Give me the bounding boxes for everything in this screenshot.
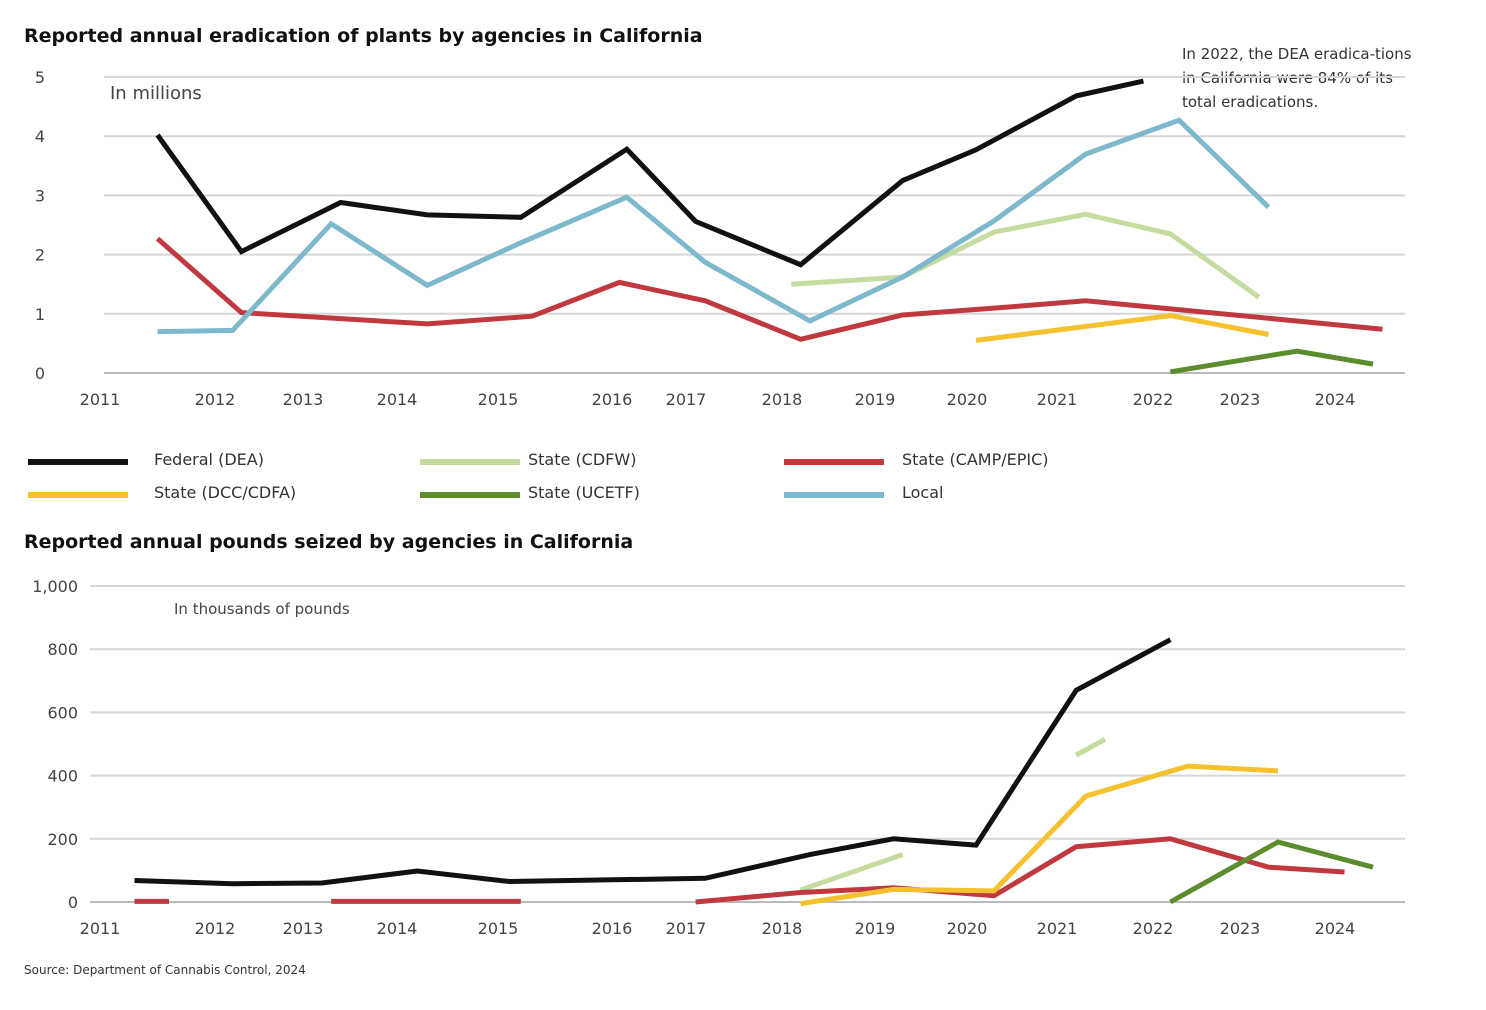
y-tick-label: 400 (47, 767, 78, 786)
series-line-state-cdfw (791, 211, 1261, 300)
x-tick-label: 2020 (947, 390, 988, 409)
series-line-state-ucetf (1169, 839, 1374, 905)
series-line-state-ucetf (1169, 348, 1374, 375)
y-tick-label: 5 (35, 68, 45, 87)
x-tick-label: 2018 (762, 390, 803, 409)
x-tick-label: 2019 (855, 390, 896, 409)
series-line-state-camp-epic (695, 836, 1345, 905)
series-line-federal-dea (134, 637, 1172, 887)
x-tick-label: 2024 (1315, 390, 1356, 409)
series-line-state-dcc-cdfa (975, 313, 1269, 343)
x-tick-label: 2017 (666, 919, 707, 938)
legend-label: State (CDFW) (528, 450, 637, 469)
x-tick-label: 2018 (762, 919, 803, 938)
legend-label: Federal (DEA) (154, 450, 264, 469)
x-tick-label: 2016 (592, 919, 633, 938)
legend-swatch (420, 492, 520, 498)
x-tick-label: 2017 (666, 390, 707, 409)
x-tick-label: 2020 (947, 919, 988, 938)
legend: Federal (DEA) State (CDFW) State (CAMP/E… (28, 450, 1228, 510)
x-tick-label: 2022 (1133, 919, 1174, 938)
y-tick-label: 1 (35, 305, 45, 324)
source-note: Source: Department of Cannabis Control, … (24, 963, 306, 977)
x-tick-label: 2023 (1220, 919, 1261, 938)
legend-swatch (28, 459, 128, 465)
x-tick-label: 2012 (195, 919, 236, 938)
unit-label-thousands-pounds: In thousands of pounds (174, 600, 350, 618)
x-tick-label: 2019 (855, 919, 896, 938)
legend-label: Local (902, 483, 944, 502)
x-tick-label: 2014 (377, 919, 418, 938)
y-tick-label: 0 (35, 364, 45, 383)
series-line-local (157, 117, 1271, 335)
eradication-chart: 0 1 2 3 4 5 2011 2012 2013 2014 2015 2016 2017 2018 20… (35, 68, 1405, 409)
chart-title-eradication: Reported annual eradication of plants by… (24, 25, 703, 47)
legend-label: State (DCC/CDFA) (154, 483, 297, 502)
y-tick-label: 600 (47, 703, 78, 722)
x-tick-label: 2012 (195, 390, 236, 409)
x-tick-label: 2021 (1037, 919, 1078, 938)
legend-swatch (784, 459, 884, 465)
x-tick-label: 2021 (1037, 390, 1078, 409)
unit-label-millions: In millions (110, 83, 202, 104)
y-tick-label: 0 (68, 893, 78, 912)
x-tick-label: 2015 (478, 390, 519, 409)
legend-label: State (UCETF) (528, 483, 640, 502)
x-tick-label: 2013 (283, 919, 324, 938)
x-tick-label: 2013 (283, 390, 324, 409)
series-line-federal-dea (155, 78, 1144, 268)
legend-label: State (CAMP/EPIC) (902, 450, 1049, 469)
x-tick-label: 2014 (377, 390, 418, 409)
legend-swatch (784, 492, 884, 498)
x-tick-label: 2024 (1315, 919, 1356, 938)
series-line-state-camp-epic (155, 236, 1383, 342)
x-tick-label: 2015 (478, 919, 519, 938)
y-tick-label: 2 (35, 246, 45, 265)
x-tick-label: 2011 (80, 390, 121, 409)
x-tick-label: 2022 (1133, 390, 1174, 409)
x-tick-label: 2023 (1220, 390, 1261, 409)
y-tick-label: 3 (35, 186, 45, 205)
y-tick-label: 800 (47, 640, 78, 659)
y-tick-label: 200 (47, 830, 78, 849)
legend-swatch (420, 459, 520, 465)
legend-swatch (28, 492, 128, 498)
series-line-state-dcc-cdfa (800, 763, 1279, 907)
series-line-state-cdfw (799, 852, 904, 893)
y-tick-label: 4 (35, 127, 45, 146)
x-tick-label: 2011 (80, 919, 121, 938)
chart-title-pounds-seized: Reported annual pounds seized by agencie… (24, 531, 634, 553)
y-tick-label: 1,000 (32, 577, 78, 596)
x-tick-label: 2016 (592, 390, 633, 409)
series-line-state-cdfw (1074, 737, 1107, 758)
